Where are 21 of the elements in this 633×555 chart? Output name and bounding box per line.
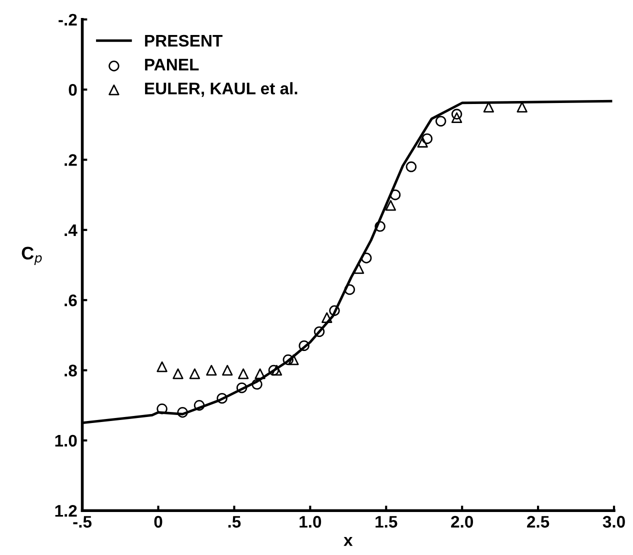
y-tick-label: .4 bbox=[64, 224, 78, 236]
y-tick-label: 1.2 bbox=[55, 505, 77, 517]
legend-label: PANEL bbox=[145, 58, 199, 70]
y-tick-label: 1.0 bbox=[55, 434, 77, 447]
y-tick-label: -.2 bbox=[58, 14, 77, 26]
x-tick-label: 1.5 bbox=[376, 516, 398, 528]
x-tick-label: 0 bbox=[154, 516, 162, 528]
x-tick-label: 2.0 bbox=[451, 516, 473, 528]
legend-label: PRESENT bbox=[145, 34, 222, 47]
x-tick-label: 1.0 bbox=[300, 516, 322, 528]
x-tick-label: .5 bbox=[228, 516, 241, 528]
y-tick-label: .6 bbox=[64, 294, 77, 306]
x-axis-title: x bbox=[344, 537, 353, 546]
x-tick-label: 2.5 bbox=[527, 516, 550, 528]
y-axis-title: C$_{p}$ bbox=[22, 246, 42, 265]
y-tick-label: .8 bbox=[64, 364, 77, 376]
x-tick-label: -.5 bbox=[73, 516, 92, 528]
y-tick-label: 0 bbox=[68, 84, 77, 96]
y-tick-label: .2 bbox=[64, 154, 77, 166]
x-tick-label: 3.0 bbox=[602, 516, 625, 528]
legend-label: EULER, KAUL et al. bbox=[145, 82, 298, 97]
